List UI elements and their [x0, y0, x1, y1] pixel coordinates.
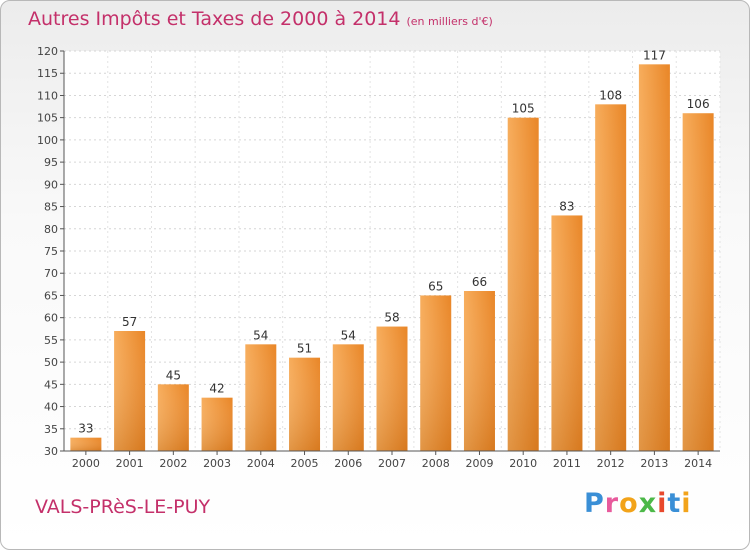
- value-label: 57: [122, 315, 137, 329]
- bar-shade: [463, 291, 495, 451]
- value-label: 83: [559, 199, 574, 213]
- x-tick-label: 2013: [640, 457, 668, 470]
- chart-subtitle: (en milliers d'€): [406, 15, 493, 28]
- value-label: 106: [687, 97, 710, 111]
- y-tick-label: 35: [44, 423, 58, 436]
- location-label: VALS-PRèS-LE-PUY: [35, 496, 211, 518]
- bar-shade: [289, 357, 321, 451]
- bar-shade: [420, 295, 452, 451]
- bar-shade: [114, 331, 146, 451]
- value-label: 66: [472, 275, 487, 289]
- x-tick-label: 2005: [291, 457, 319, 470]
- y-tick-label: 105: [37, 112, 58, 125]
- x-tick-label: 2011: [553, 457, 581, 470]
- value-label: 105: [512, 102, 535, 116]
- x-tick-label: 2003: [203, 457, 231, 470]
- bar-shade: [682, 113, 714, 451]
- y-tick-label: 40: [44, 401, 58, 414]
- bar-shade: [157, 384, 189, 451]
- brand-logo[interactable]: Proxiti: [584, 488, 692, 519]
- value-label: 108: [599, 88, 622, 102]
- y-tick-label: 110: [37, 89, 58, 102]
- x-tick-label: 2001: [116, 457, 144, 470]
- bar-shade: [245, 344, 277, 451]
- value-label: 54: [341, 328, 356, 342]
- x-tick-label: 2008: [422, 457, 450, 470]
- bar-shade: [201, 397, 233, 451]
- y-tick-label: 50: [44, 356, 58, 369]
- bar-shade: [638, 64, 670, 452]
- x-tick-label: 2007: [378, 457, 406, 470]
- y-tick-label: 70: [44, 267, 58, 280]
- y-tick-label: 90: [44, 178, 58, 191]
- x-tick-label: 2000: [72, 457, 100, 470]
- y-tick-label: 100: [37, 134, 58, 147]
- value-label: 42: [209, 382, 224, 396]
- bar-shade: [595, 104, 627, 451]
- y-tick-label: 55: [44, 334, 58, 347]
- value-label: 65: [428, 279, 443, 293]
- axes: 30 35 40 45 50 55 60 65 70 75 80 85 90 95 100 105 110 115…: [37, 45, 720, 470]
- x-tick-label: 2002: [159, 457, 187, 470]
- value-label: 54: [253, 328, 268, 342]
- y-tick-label: 115: [37, 67, 58, 80]
- bar-shade: [70, 437, 102, 451]
- x-tick-label: 2009: [465, 457, 493, 470]
- y-tick-label: 120: [37, 45, 58, 58]
- y-tick-label: 30: [44, 445, 58, 458]
- value-label: 45: [166, 368, 181, 382]
- bar-shade: [551, 215, 583, 451]
- y-tick-label: 95: [44, 156, 58, 169]
- x-tick-label: 2014: [684, 457, 712, 470]
- bar-shade: [332, 344, 364, 451]
- bar-shade: [507, 117, 539, 452]
- y-tick-label: 60: [44, 312, 58, 325]
- x-tick-label: 2012: [597, 457, 625, 470]
- y-tick-label: 65: [44, 289, 58, 302]
- chart-title-text: Autres Impôts et Taxes de 2000 à 2014: [28, 8, 401, 30]
- value-label: 51: [297, 342, 312, 356]
- y-tick-label: 80: [44, 223, 58, 236]
- bar-shade: [376, 326, 408, 451]
- value-label: 58: [384, 311, 399, 325]
- value-label: 117: [643, 48, 666, 62]
- x-tick-label: 2006: [334, 457, 362, 470]
- value-label: 33: [78, 422, 93, 436]
- x-tick-label: 2004: [247, 457, 275, 470]
- y-tick-label: 45: [44, 378, 58, 391]
- y-tick-label: 75: [44, 245, 58, 258]
- chart-title: Autres Impôts et Taxes de 2000 à 2014 (en…: [28, 8, 493, 30]
- y-tick-label: 85: [44, 201, 58, 214]
- x-tick-label: 2010: [509, 457, 537, 470]
- bars: 33 57 45 42 54 51 54 58 65 66 105 83 108 117 106: [70, 48, 714, 452]
